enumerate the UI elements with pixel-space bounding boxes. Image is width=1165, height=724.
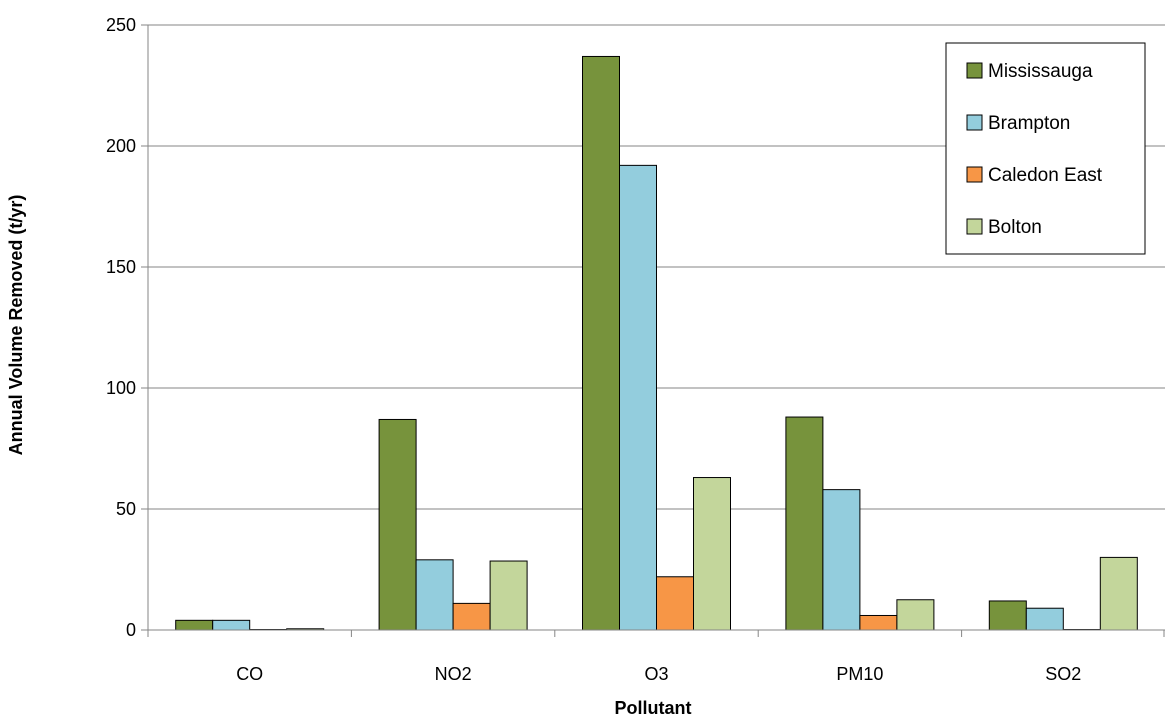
x-tick-label: NO2: [435, 664, 472, 684]
x-tick-label: SO2: [1045, 664, 1081, 684]
bar-brampton-o3: [619, 164, 657, 631]
y-tick-label: 200: [106, 136, 136, 156]
y-tick-label: 50: [116, 499, 136, 519]
x-axis-title: Pollutant: [615, 698, 692, 718]
bar-caledon-east-pm10: [859, 614, 898, 631]
bar-mississauga-pm10: [785, 416, 824, 631]
axes: [147, 25, 1165, 637]
bars-group: [175, 55, 1138, 631]
bar-bolton-o3: [693, 477, 731, 631]
legend-label: Brampton: [988, 113, 1070, 134]
legend-swatch: [966, 166, 983, 183]
bar-mississauga-o3: [582, 55, 620, 631]
x-tick-labels: CO NO2 O3 PM10 SO2: [236, 664, 1081, 684]
bar-brampton-co: [212, 619, 251, 631]
bar-brampton-so2: [1025, 607, 1064, 631]
bar-bolton-pm10: [896, 599, 935, 631]
y-axis-title: Annual Volume Removed (t/yr): [6, 195, 26, 456]
bar-bolton-no2: [489, 560, 528, 631]
bar-mississauga-co: [175, 619, 214, 631]
bar-brampton-no2: [415, 559, 454, 631]
bar-caledon-east-o3: [656, 576, 694, 631]
y-tick-label: 250: [106, 15, 136, 35]
bar-brampton-pm10: [822, 489, 861, 631]
y-tick-label: 0: [126, 620, 136, 640]
x-tick-label: O3: [644, 664, 668, 684]
y-tick-label: 100: [106, 378, 136, 398]
bar-bolton-so2: [1099, 556, 1138, 631]
bar-mississauga-so2: [988, 600, 1027, 631]
bar-caledon-east-no2: [452, 602, 491, 631]
legend-label: Caledon East: [988, 165, 1103, 186]
legend-label: Bolton: [988, 217, 1042, 238]
legend-swatch: [966, 114, 983, 131]
x-tick-label: PM10: [836, 664, 883, 684]
legend-label: Mississauga: [988, 61, 1093, 82]
x-tick-label: CO: [236, 664, 263, 684]
legend-swatch: [966, 218, 983, 235]
legend-swatch: [966, 62, 983, 79]
legend: Mississauga Brampton Caledon East Bolton: [945, 42, 1146, 255]
y-tick-labels: 0 50 100 150 200 250: [106, 15, 136, 640]
bar-mississauga-no2: [378, 418, 417, 631]
y-tick-label: 150: [106, 257, 136, 277]
